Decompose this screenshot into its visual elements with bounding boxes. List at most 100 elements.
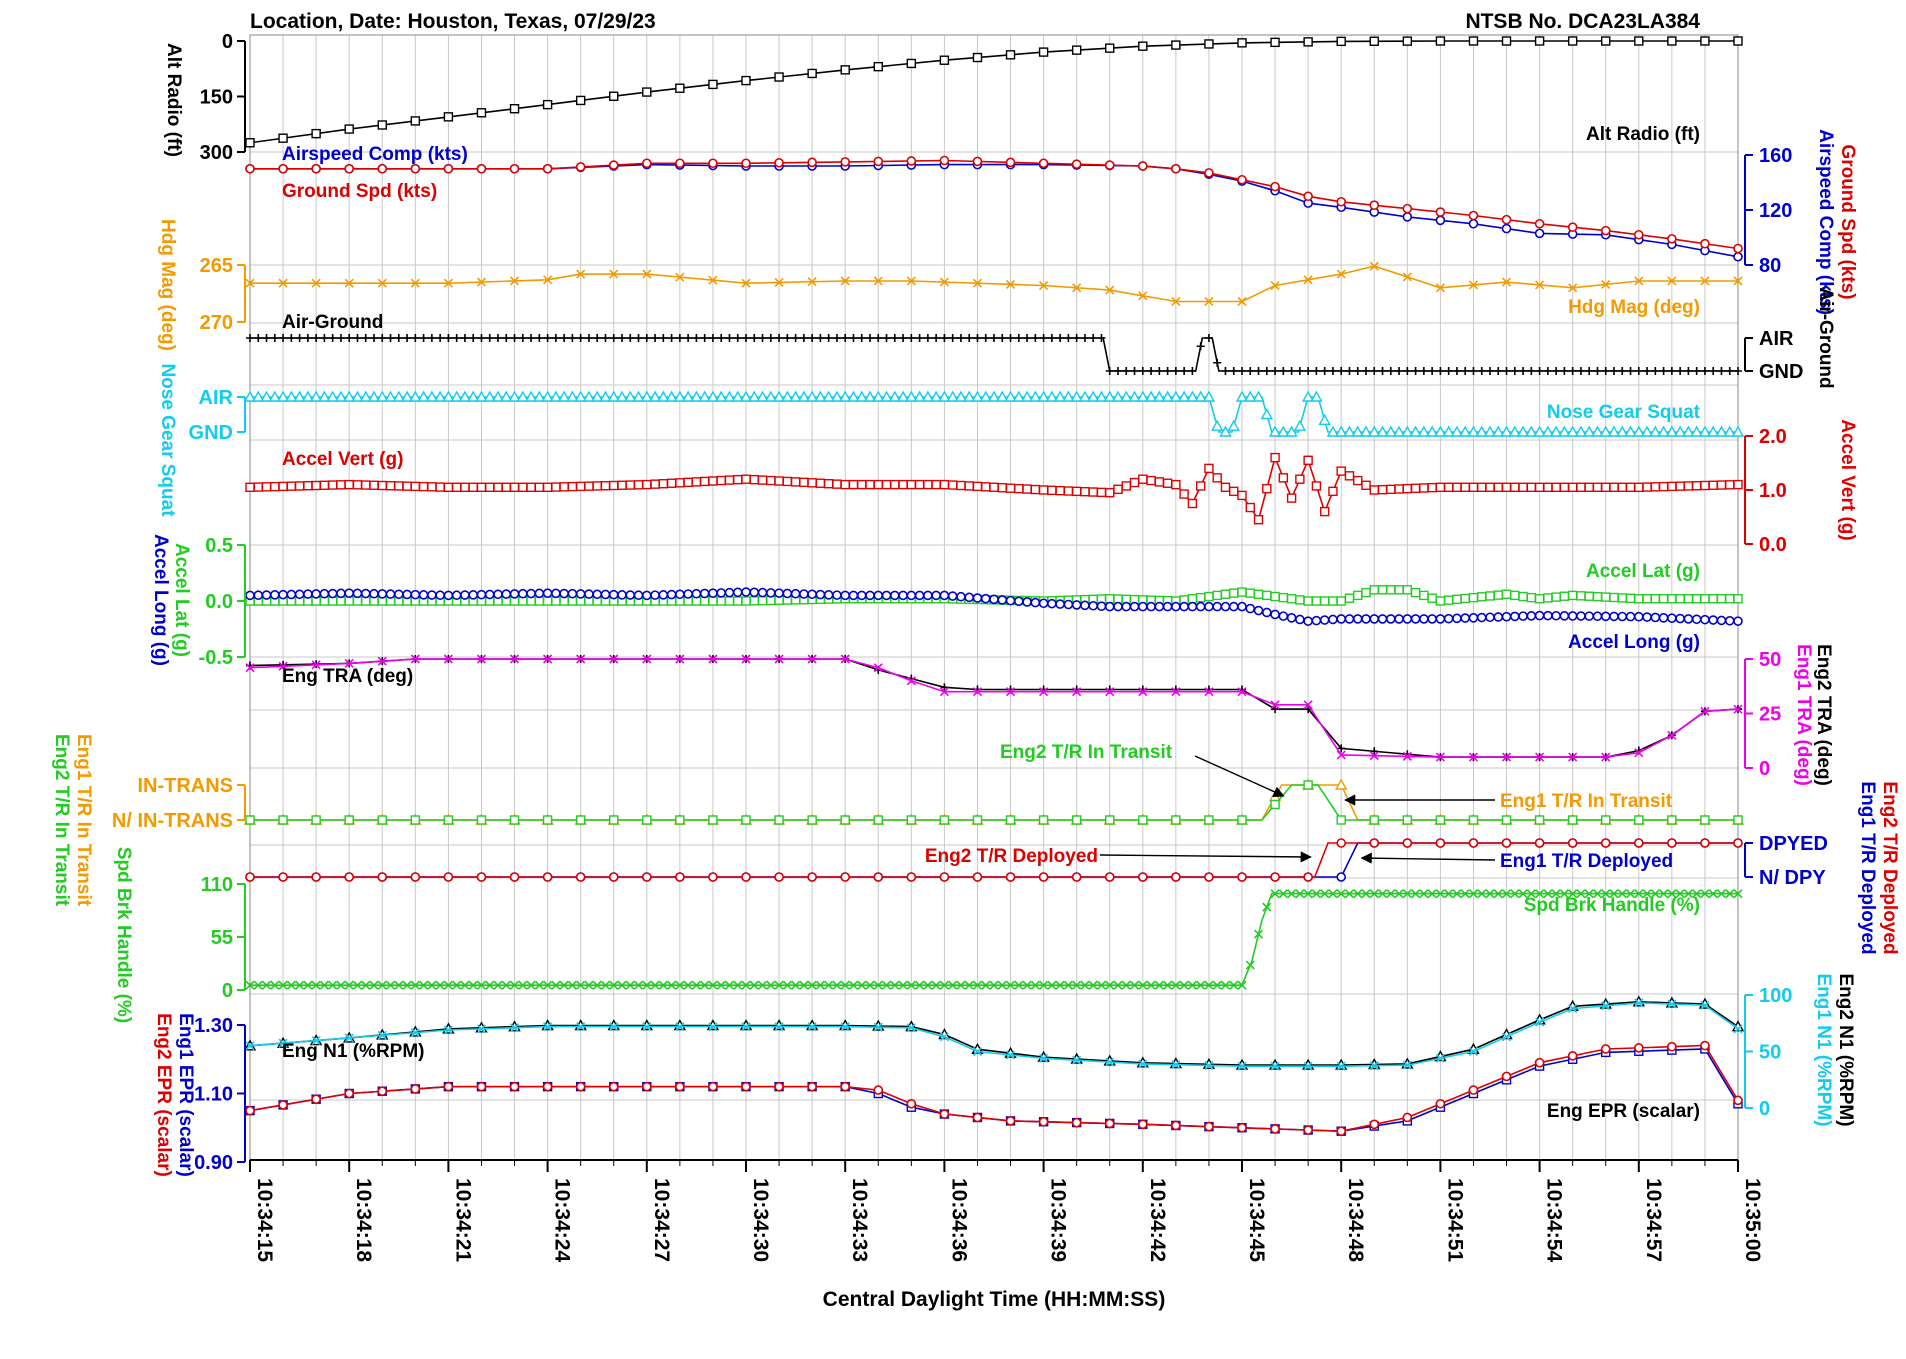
data-point	[881, 479, 892, 490]
data-point	[1253, 515, 1264, 525]
data-point	[344, 588, 355, 598]
data-point	[822, 390, 835, 402]
data-point	[518, 980, 528, 990]
data-point	[948, 980, 958, 990]
data-point	[1120, 390, 1133, 402]
data-point	[518, 334, 527, 342]
data-point	[1071, 815, 1082, 825]
data-point	[814, 390, 827, 402]
data-point	[385, 481, 396, 491]
data-point	[724, 475, 735, 485]
data-point	[741, 1022, 751, 1032]
data-point	[1303, 780, 1313, 790]
data-point	[1279, 367, 1288, 375]
data-point	[1180, 367, 1189, 375]
data-point	[1171, 601, 1181, 612]
data-point	[1171, 40, 1181, 50]
data-point	[1270, 37, 1280, 48]
data-point	[301, 390, 315, 402]
data-point	[1527, 367, 1536, 375]
data-point	[1543, 367, 1552, 375]
data-point	[1220, 980, 1231, 990]
data-point	[377, 656, 387, 666]
data-point	[1510, 590, 1520, 601]
data-point	[476, 482, 487, 492]
data-point	[1039, 687, 1049, 697]
data-point	[1584, 482, 1594, 492]
data-point	[666, 478, 677, 488]
y-axis-title: Eng2 N1 (%RPM)	[1835, 973, 1856, 1126]
data-point	[1344, 471, 1355, 481]
data-point	[1270, 872, 1280, 882]
data-point	[708, 596, 718, 606]
data-point	[303, 334, 312, 342]
data-point	[1435, 815, 1446, 825]
data-point	[411, 334, 420, 342]
data-point	[1501, 223, 1512, 234]
data-point	[311, 163, 321, 174]
data-point	[1435, 207, 1446, 217]
data-point	[1286, 612, 1297, 623]
data-point	[1311, 889, 1321, 899]
data-point	[807, 654, 817, 664]
data-point	[741, 980, 751, 990]
data-point	[1476, 612, 1487, 623]
data-point	[996, 390, 1009, 402]
data-point	[642, 815, 652, 825]
data-point	[1204, 168, 1214, 178]
data-point	[1394, 889, 1404, 899]
data-point	[1683, 594, 1694, 604]
data-point	[1005, 483, 1016, 493]
data-point	[749, 587, 760, 598]
data-point	[575, 95, 586, 106]
series-label: Air-Ground	[282, 312, 383, 333]
data-point	[1683, 614, 1694, 624]
data-point	[1609, 889, 1619, 899]
data-point	[1138, 601, 1148, 612]
series-label: Accel Lat (g)	[1586, 561, 1700, 582]
data-point	[1121, 481, 1131, 491]
data-point	[1559, 889, 1569, 899]
data-point	[1459, 425, 1472, 437]
data-point	[410, 980, 420, 990]
data-point	[460, 980, 470, 990]
data-point	[1147, 367, 1156, 375]
data-point	[1022, 484, 1032, 494]
data-point	[1700, 706, 1710, 716]
data-point	[1617, 889, 1627, 899]
data-point	[956, 591, 966, 602]
data-point	[1403, 367, 1412, 375]
data-point	[1038, 1116, 1049, 1127]
data-point	[681, 390, 695, 402]
data-point	[1501, 838, 1512, 848]
data-point	[956, 480, 966, 491]
data-point	[939, 277, 949, 287]
data-point	[940, 683, 949, 692]
data-point	[1501, 611, 1512, 622]
data-point	[642, 1022, 652, 1032]
data-point	[716, 980, 726, 990]
data-point	[1427, 482, 1437, 493]
data-point	[369, 480, 379, 490]
data-point	[567, 588, 578, 599]
panel-epr	[245, 1040, 1743, 1136]
data-point	[1600, 225, 1611, 236]
y-tick-label: 265	[200, 255, 233, 277]
data-point	[1336, 1126, 1346, 1136]
data-point	[1378, 367, 1387, 375]
data-point	[410, 872, 421, 882]
data-point	[1592, 482, 1603, 492]
data-point	[542, 815, 553, 825]
data-point	[245, 482, 255, 492]
data-point	[1171, 296, 1181, 307]
data-point	[1344, 614, 1355, 624]
data-point	[1640, 425, 1654, 437]
data-point	[543, 275, 553, 285]
data-point	[1574, 425, 1588, 437]
data-point	[1072, 283, 1082, 293]
data-point	[1501, 277, 1512, 287]
data-point	[1252, 390, 1265, 402]
data-point	[1097, 334, 1106, 342]
data-point	[1369, 751, 1379, 761]
data-point	[1607, 425, 1621, 437]
